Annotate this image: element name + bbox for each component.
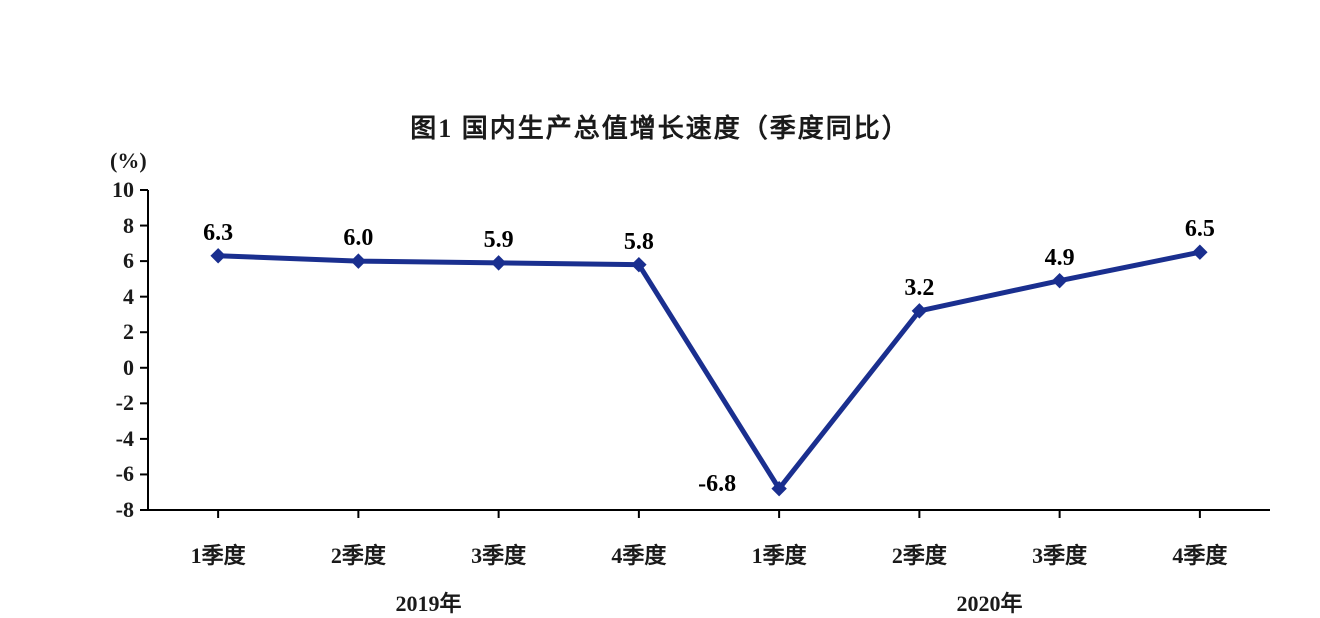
- y-tick-label: -8: [116, 497, 134, 523]
- data-label: 6.0: [343, 225, 373, 252]
- y-tick-label: 0: [123, 355, 134, 381]
- y-tick-label: -4: [116, 426, 134, 452]
- data-label: 5.8: [624, 229, 654, 256]
- x-tick-label: 4季度: [1172, 538, 1227, 570]
- x-tick-label: 1季度: [752, 538, 807, 570]
- data-label: 5.9: [484, 227, 514, 254]
- data-label: 6.3: [203, 220, 233, 247]
- y-tick-label: 2: [123, 319, 134, 345]
- y-tick-label: 6: [123, 248, 134, 274]
- x-tick-label: 3季度: [471, 538, 526, 570]
- y-tick-label: 4: [123, 284, 134, 310]
- y-tick-label: -6: [116, 461, 134, 487]
- x-tick-label: 4季度: [611, 538, 666, 570]
- x-tick-label: 2季度: [331, 538, 386, 570]
- x-tick-label: 2季度: [892, 538, 947, 570]
- year-label: 2019年: [395, 586, 461, 618]
- data-label: -6.8: [698, 471, 736, 498]
- y-tick-label: -2: [116, 390, 134, 416]
- year-label: 2020年: [956, 586, 1022, 618]
- data-label: 4.9: [1045, 245, 1075, 272]
- y-tick-label: 10: [112, 177, 134, 203]
- x-tick-label: 3季度: [1032, 538, 1087, 570]
- data-label: 3.2: [904, 275, 934, 302]
- data-label: 6.5: [1185, 216, 1215, 243]
- y-tick-label: 8: [123, 213, 134, 239]
- x-tick-label: 1季度: [191, 538, 246, 570]
- chart-svg: [0, 0, 1320, 602]
